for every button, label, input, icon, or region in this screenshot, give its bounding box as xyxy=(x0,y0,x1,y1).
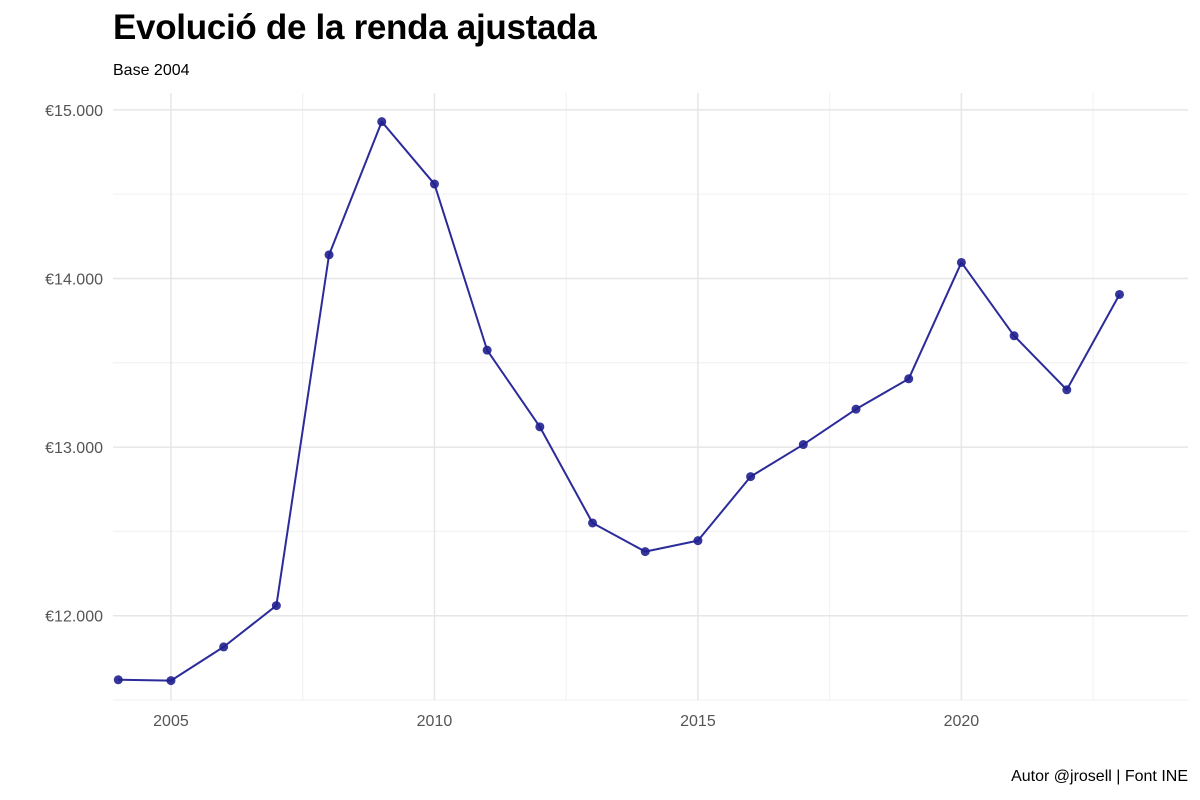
y-tick-label: €14.000 xyxy=(45,271,103,288)
data-point xyxy=(166,676,176,686)
y-tick-label: €13.000 xyxy=(45,440,103,457)
data-point xyxy=(535,422,545,432)
data-point xyxy=(1009,331,1019,341)
chart-title: Evolució de la renda ajustada xyxy=(113,8,597,47)
major-gridlines xyxy=(113,93,1188,700)
data-point xyxy=(693,536,703,546)
data-point xyxy=(798,440,808,450)
x-tick-label: 2010 xyxy=(417,713,453,730)
data-point xyxy=(746,472,756,482)
data-series xyxy=(113,117,1124,686)
data-point xyxy=(588,518,598,528)
data-point xyxy=(956,257,966,267)
data-point xyxy=(1114,289,1124,299)
data-point xyxy=(324,250,334,260)
minor-gridlines xyxy=(113,93,1188,701)
chart-subtitle: Base 2004 xyxy=(113,62,190,79)
data-point xyxy=(1062,385,1072,395)
x-tick-label: 2020 xyxy=(944,713,980,730)
series-line xyxy=(118,120,1121,682)
x-tick-label: 2015 xyxy=(680,713,716,730)
data-point xyxy=(851,404,861,414)
chart-caption: Autor @jrosell | Font INE xyxy=(1011,768,1188,785)
data-point xyxy=(640,547,650,557)
data-point xyxy=(482,345,492,355)
data-point xyxy=(429,179,439,189)
x-tick-label: 2005 xyxy=(153,713,189,730)
data-point xyxy=(377,117,387,127)
x-axis-tick-labels: 2005 2010 2015 2020 xyxy=(153,713,979,730)
data-point xyxy=(904,374,914,384)
y-tick-label: €12.000 xyxy=(45,609,103,626)
y-tick-label: €15.000 xyxy=(45,103,103,120)
data-point xyxy=(113,675,123,685)
y-axis-tick-labels: €12.000 €13.000 €14.000 €15.000 xyxy=(45,103,103,626)
data-point xyxy=(219,642,229,652)
data-point xyxy=(271,601,281,611)
